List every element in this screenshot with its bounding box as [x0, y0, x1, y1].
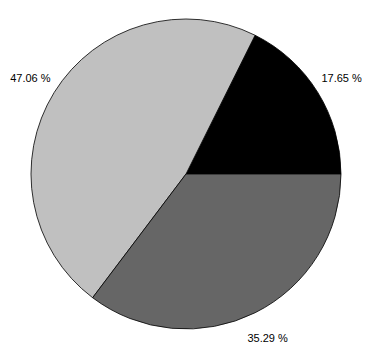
svg-text:35.29 %: 35.29 % — [247, 332, 288, 344]
svg-text:17.65 %: 17.65 % — [321, 72, 362, 84]
svg-text:47.06 %: 47.06 % — [10, 72, 51, 84]
